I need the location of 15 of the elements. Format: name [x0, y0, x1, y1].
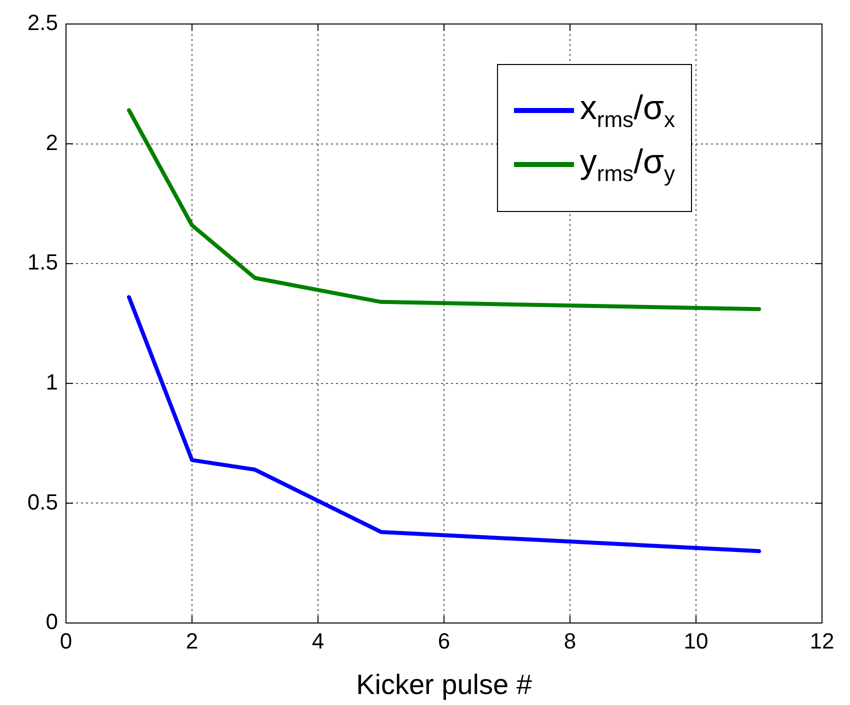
y-tick-label: 2.5 [27, 10, 58, 36]
y-tick-label: 0.5 [27, 489, 58, 514]
y-tick-label: 1 [46, 369, 58, 394]
x-tick-label: 8 [564, 628, 576, 654]
y-tick-label: 1.5 [27, 250, 58, 275]
x-tick-label: 10 [684, 628, 708, 654]
x-axis-title: Kicker pulse # [356, 668, 532, 700]
legend-label: y$_{rms}$/σ$_{y}$ [580, 142, 675, 187]
x-tick-label: 4 [312, 628, 324, 654]
x-tick-label: 6 [438, 628, 450, 654]
x-tick-label: 12 [810, 628, 834, 654]
legend-label: x$_{rms}$/σ$_{x}$ [580, 89, 675, 133]
y-tick-label: 2 [46, 130, 58, 155]
y-tick-label: 0 [46, 609, 58, 634]
x-tick-label: 2 [186, 628, 198, 654]
